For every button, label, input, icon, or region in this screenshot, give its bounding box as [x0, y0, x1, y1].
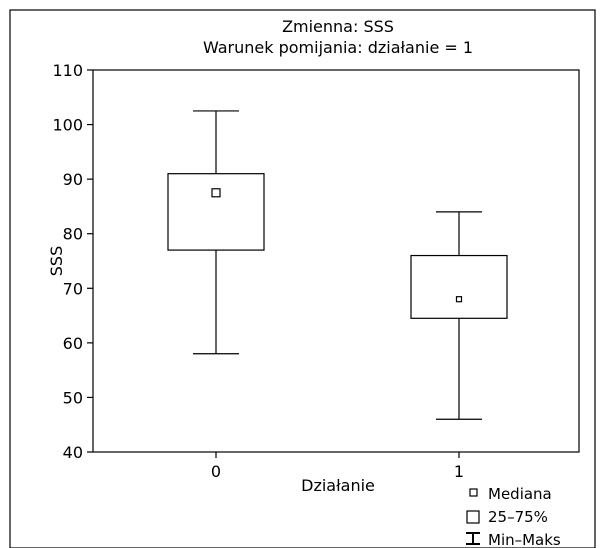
legend-median-label: Mediana: [488, 485, 552, 503]
y-axis: 40 50 60 70 80 90 100 110: [52, 61, 93, 462]
x-axis-label: Działanie: [301, 476, 375, 495]
legend-whisker-label: Min–Maks: [488, 531, 561, 548]
legend-median-symbol: [469, 488, 478, 497]
y-tick-label: 90: [63, 170, 83, 189]
median-marker: [211, 188, 221, 198]
y-tick-label: 70: [63, 279, 83, 298]
x-tick-label: 1: [454, 462, 464, 481]
y-axis-label: SSS: [47, 246, 66, 276]
box-group-0: [167, 110, 265, 355]
legend: Mediana 25–75% Min–Maks: [466, 485, 561, 548]
box-group-1: [410, 211, 508, 420]
legend-box-label: 25–75%: [488, 508, 548, 526]
y-tick-label: 40: [63, 443, 83, 462]
chart-title: Zmienna: SSS: [282, 17, 394, 36]
median-marker: [455, 296, 463, 303]
plot-area: [92, 69, 580, 453]
x-tick-label: 0: [211, 462, 221, 481]
iqr-box: [410, 254, 508, 319]
y-tick-label: 60: [63, 334, 83, 353]
outer-frame: [9, 9, 596, 548]
y-tick-label: 50: [63, 388, 83, 407]
y-tick-label: 110: [52, 61, 83, 80]
legend-whisker-symbol: [466, 532, 480, 545]
iqr-box: [167, 173, 265, 251]
box-series: [167, 110, 508, 420]
chart-subtitle: Warunek pomijania: działanie = 1: [203, 38, 473, 57]
y-tick-label: 100: [52, 116, 83, 135]
y-tick-label: 80: [63, 225, 83, 244]
legend-box-symbol: [466, 510, 480, 524]
